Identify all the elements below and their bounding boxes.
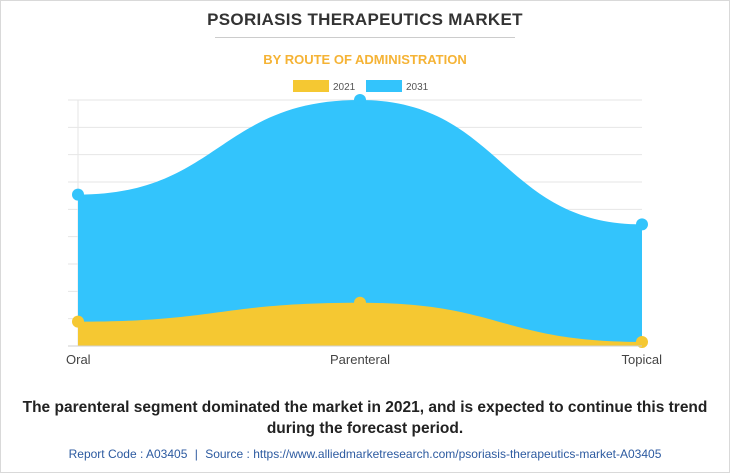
x-tick-label: Parenteral [330, 352, 390, 367]
data-point-2021-oral [72, 315, 84, 328]
area-series-2021 [78, 302, 642, 346]
data-point-2021-parenteral [354, 296, 366, 309]
footer-separator: | [194, 447, 198, 461]
chart-subtitle: BY ROUTE OF ADMINISTRATION [263, 52, 467, 67]
data-point-2031-parenteral [354, 94, 366, 106]
data-point-2021-topical [636, 335, 648, 348]
data-point-2031-topical [636, 218, 648, 231]
chart-caption: The parenteral segment dominated the mar… [22, 399, 708, 437]
x-tick-label: Oral [66, 352, 91, 367]
source-footer: Report Code : A03405 | Source : https://… [0, 447, 730, 461]
source-link[interactable]: Source : https://www.alliedmarketresearc… [205, 447, 662, 461]
report-code: Report Code : A03405 [68, 447, 188, 461]
legend-label: 2031 [406, 82, 429, 93]
title-divider [215, 37, 515, 38]
legend-swatch-2031 [366, 80, 402, 92]
area-series-2031 [78, 100, 642, 346]
x-tick-label: Topical [622, 352, 663, 367]
legend-swatch-2021 [293, 80, 329, 92]
legend-label: 2021 [333, 82, 356, 93]
chart-title: PSORIASIS THERAPEUTICS MARKET [207, 10, 523, 29]
data-point-2031-oral [72, 188, 84, 201]
area-chart: Oral Parenteral Topical 2021 2031 [66, 80, 663, 367]
